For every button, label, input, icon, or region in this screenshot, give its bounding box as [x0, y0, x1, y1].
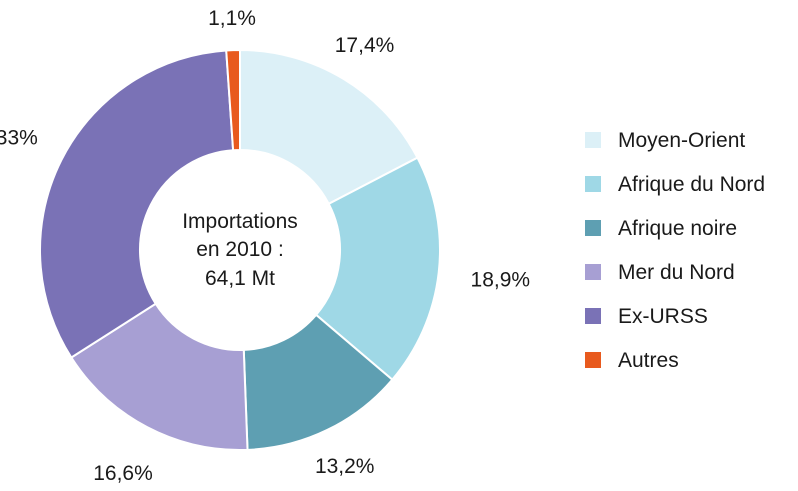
legend-swatch-mer-du-nord: [585, 264, 601, 280]
slice-label-ex-urss: 33%: [0, 126, 38, 149]
legend-label-ex-urss: Ex-URSS: [618, 305, 708, 328]
slice-mer-du-nord: [69, 302, 249, 451]
legend-swatch-afrique-du-nord: [585, 176, 601, 192]
center-label-group: Importations en 2010 : 64,1 Mt: [182, 210, 298, 290]
legend: Moyen-Orient Afrique du Nord Afrique noire…: [585, 129, 765, 372]
legend-swatch-moyen-orient: [585, 132, 601, 148]
slice-label-moyen-orient: 17,4%: [335, 34, 395, 57]
slices-group: [39, 48, 441, 451]
legend-swatch-autres: [585, 352, 601, 368]
center-label-line-2: en 2010 :: [196, 238, 284, 261]
legend-swatch-afrique-noire: [585, 220, 601, 236]
slice-afrique-noire: [242, 313, 394, 451]
slice-afrique-du-nord: [314, 156, 441, 382]
legend-label-autres: Autres: [618, 349, 679, 372]
legend-label-moyen-orient: Moyen-Orient: [618, 129, 745, 152]
slice-label-mer-du-nord: 16,6%: [93, 462, 153, 485]
slice-label-afrique-noire: 13,2%: [315, 455, 375, 478]
legend-swatch-ex-urss: [585, 308, 601, 324]
slice-autres: [225, 48, 241, 152]
slice-label-afrique-du-nord: 18,9%: [471, 269, 531, 292]
slice-moyen-orient: [239, 48, 419, 206]
legend-label-mer-du-nord: Mer du Nord: [618, 261, 735, 284]
center-label-line-3: 64,1 Mt: [205, 267, 275, 290]
slice-labels-group: 17,4% 18,9% 13,2% 16,6% 33% 1,1%: [0, 7, 530, 485]
center-label-line-1: Importations: [182, 210, 298, 233]
legend-label-afrique-noire: Afrique noire: [618, 217, 737, 240]
slice-label-autres: 1,1%: [208, 7, 256, 30]
legend-label-afrique-du-nord: Afrique du Nord: [618, 173, 765, 196]
slice-ex-urss: [39, 49, 235, 359]
